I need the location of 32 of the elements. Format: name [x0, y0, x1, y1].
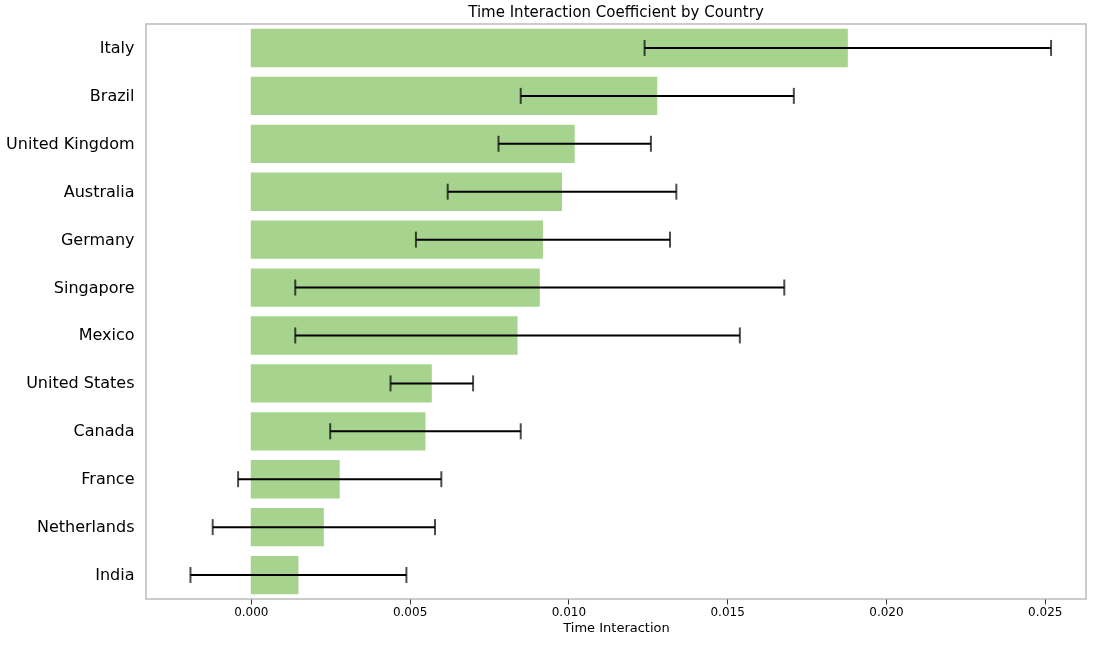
x-axis-title: Time Interaction	[562, 619, 670, 635]
y-tick-label: Canada	[73, 421, 135, 441]
x-tick-label: 0.015	[710, 604, 745, 619]
bar	[250, 507, 324, 547]
bar	[250, 412, 426, 451]
x-tick-label: 0.020	[869, 604, 904, 619]
y-tick-label: India	[95, 565, 135, 585]
y-tick-label: United Kingdom	[6, 133, 135, 153]
x-tick-label: 0.025	[1028, 604, 1063, 619]
bar	[250, 316, 518, 355]
bar	[250, 28, 848, 68]
bar	[250, 76, 658, 116]
bar	[250, 460, 340, 499]
bar	[250, 268, 540, 307]
chart-title: Time Interaction Coefficient by Country	[467, 3, 764, 21]
y-tick-label: Singapore	[53, 277, 135, 297]
bar	[250, 220, 543, 259]
y-tick-label: United States	[26, 373, 135, 393]
bar	[250, 555, 299, 595]
x-tick-label: 0.000	[234, 604, 269, 619]
bar	[250, 172, 563, 211]
y-tick-label: Australia	[63, 181, 135, 201]
bar	[250, 364, 432, 403]
x-tick-label: 0.010	[551, 604, 587, 619]
x-tick-label: 0.005	[392, 604, 428, 619]
y-tick-label: Netherlands	[36, 517, 135, 537]
y-tick-label: Germany	[60, 229, 135, 249]
y-tick-label: Brazil	[89, 85, 135, 105]
y-tick-label: Italy	[99, 37, 135, 57]
y-tick-label: Mexico	[78, 325, 135, 345]
y-tick-label: France	[81, 469, 135, 489]
bar	[250, 124, 575, 163]
